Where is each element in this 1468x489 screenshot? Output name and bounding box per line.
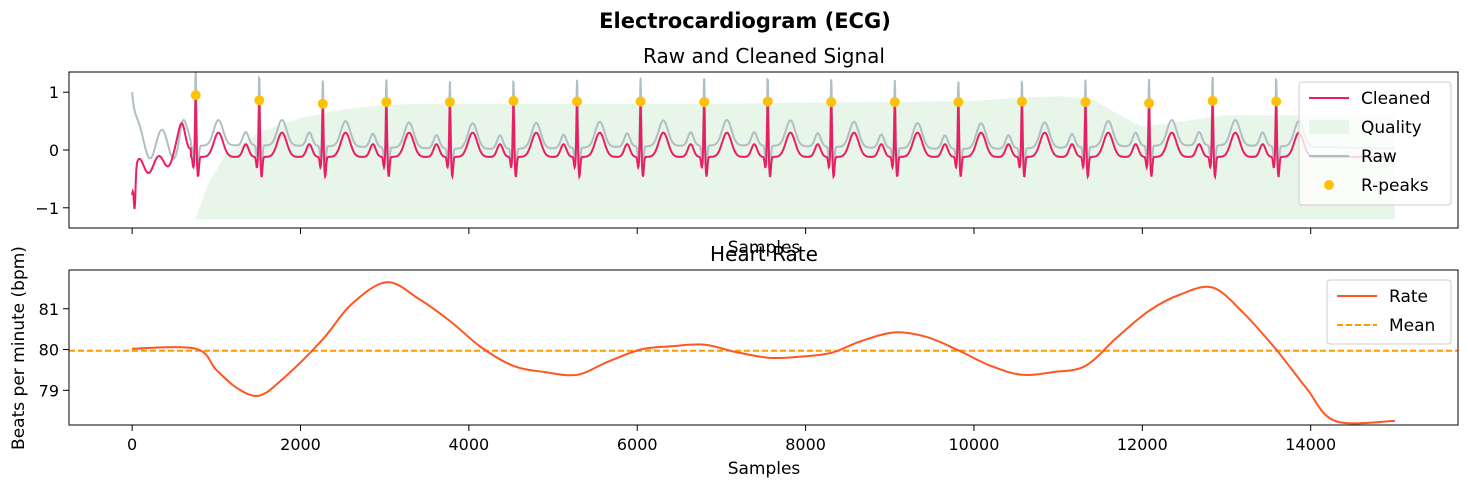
heart-rate-x-tick-label: 8000	[785, 435, 826, 454]
heart-rate-x-axis-label: Samples	[728, 459, 801, 479]
heart-rate-y-axis-label: Beats per minute (bpm)	[9, 246, 29, 450]
heart-rate-plot-area	[69, 281, 1458, 425]
signal-legend-box	[1298, 81, 1452, 206]
signal-y-tick-label: 1	[49, 83, 59, 102]
legend-raw-label: Raw	[1361, 147, 1397, 167]
legend-quality-swatch	[1309, 120, 1349, 134]
legend-quality-label: Quality	[1361, 118, 1422, 138]
heart-rate-y-axis: 79 80 81	[39, 300, 69, 400]
signal-plot-area	[131, 71, 1395, 220]
r-peak-marker	[699, 97, 710, 107]
heart-rate-x-tick-label: 2000	[280, 435, 321, 454]
legend-cleaned-label: Cleaned	[1361, 89, 1431, 109]
r-peak-marker	[762, 96, 773, 107]
r-peak-marker	[1271, 96, 1282, 107]
r-peak-marker	[254, 95, 265, 106]
r-peak-marker	[190, 90, 201, 101]
heart-rate-x-tick-label: 12000	[1117, 435, 1168, 454]
heart-rate-x-tick-label: 4000	[449, 435, 490, 454]
r-peak-marker	[381, 97, 392, 107]
signal-panel: Raw and Cleaned Signal −1 0 1 Samples Clea…	[35, 44, 1459, 258]
heart-rate-x-axis: 0 2000 4000 6000 8000 10000 12000 14000	[127, 425, 1336, 454]
r-peak-marker	[1207, 95, 1218, 106]
heart-rate-line	[132, 281, 1395, 425]
signal-y-tick-label: −1	[35, 199, 59, 218]
r-peak-marker	[572, 96, 582, 107]
legend-rate-label: Rate	[1389, 287, 1428, 307]
heart-rate-panel-title: Heart Rate	[710, 242, 818, 266]
r-peak-marker	[1144, 98, 1155, 109]
signal-y-axis: −1 0 1	[35, 83, 69, 218]
r-peak-marker	[889, 97, 900, 107]
quality-area	[195, 96, 1395, 220]
heart-rate-x-tick-label: 0	[127, 435, 137, 454]
heart-rate-x-tick-label: 6000	[617, 435, 658, 454]
signal-x-axis	[131, 228, 1312, 234]
legend-rpeaks-swatch	[1324, 180, 1334, 190]
r-peak-marker	[635, 96, 646, 107]
heart-rate-legend: Rate Mean	[1326, 279, 1452, 345]
r-peak-marker	[953, 97, 964, 107]
heart-rate-panel: Heart Rate 79 80 81 0 2000 4000 6000 8000 10000…	[9, 242, 1459, 479]
signal-legend: Cleaned Quality Raw R-peaks	[1298, 81, 1452, 206]
heart-rate-x-tick-label: 10000	[949, 435, 1000, 454]
signal-y-tick-label: 0	[49, 141, 59, 160]
signal-panel-title: Raw and Cleaned Signal	[643, 44, 885, 68]
legend-mean-label: Mean	[1389, 316, 1435, 336]
r-peak-marker	[508, 95, 519, 106]
heart-rate-y-tick-label: 81	[39, 300, 59, 319]
r-peak-marker	[317, 98, 328, 109]
signal-x-axis-label: Samples	[728, 238, 801, 258]
heart-rate-y-tick-label: 79	[39, 381, 59, 400]
heart-rate-y-tick-label: 80	[39, 341, 59, 360]
legend-rpeaks-label: R-peaks	[1361, 176, 1429, 196]
r-peak-marker	[1016, 96, 1027, 107]
figure-suptitle: Electrocardiogram (ECG)	[599, 9, 891, 33]
r-peak-marker	[444, 97, 455, 107]
cleaned-signal-line	[131, 96, 1395, 210]
r-peak-marker	[826, 97, 837, 107]
heart-rate-x-tick-label: 14000	[1285, 435, 1336, 454]
r-peak-marker	[1080, 97, 1091, 107]
raw-signal-line	[131, 71, 1395, 173]
heart-rate-axes-frame	[68, 269, 1459, 426]
